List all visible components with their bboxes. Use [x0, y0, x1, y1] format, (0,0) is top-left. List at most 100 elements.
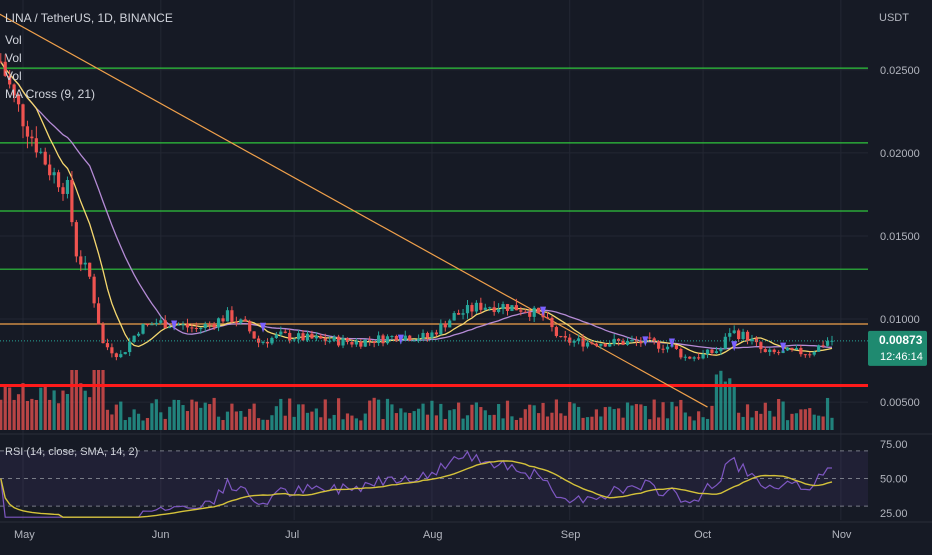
volume-bar: [354, 418, 358, 430]
candle-body: [808, 354, 812, 356]
volume-bar: [737, 412, 741, 430]
indicator-label: Vol: [5, 69, 22, 83]
candle-body: [403, 335, 407, 341]
volume-bar: [372, 397, 376, 430]
volume-bar: [488, 415, 492, 430]
volume-bar: [559, 413, 563, 430]
candle-body: [208, 323, 212, 325]
volume-bar: [12, 399, 16, 430]
volume-bar: [234, 411, 238, 430]
candle-body: [194, 328, 198, 330]
candle-body: [817, 345, 821, 352]
candle-body: [408, 335, 412, 341]
volume-bar: [110, 414, 114, 430]
volume-bar: [817, 415, 821, 430]
candle-body: [657, 341, 661, 349]
price-axis-tick: 0.01000: [880, 314, 920, 326]
volume-bar: [265, 419, 270, 430]
last-price-value: 0.00873: [879, 333, 923, 347]
volume-bar: [545, 416, 550, 430]
volume-bar: [657, 417, 661, 430]
candle-body: [30, 136, 34, 139]
ma-cross-marker: [668, 338, 675, 349]
volume-bar: [239, 410, 243, 430]
candle-body: [790, 347, 794, 350]
candle-body: [65, 179, 70, 194]
volume-bar: [74, 370, 78, 430]
volume-bar: [688, 416, 692, 430]
candle-body: [759, 342, 763, 350]
candle-body: [639, 341, 643, 344]
volume-bar: [150, 403, 154, 430]
candle-body: [674, 345, 679, 349]
time-axis-tick: Sep: [561, 529, 581, 541]
volume-bar: [270, 415, 274, 430]
candle-body: [474, 302, 478, 312]
volume-bar: [70, 370, 74, 430]
trendline: [0, 13, 708, 408]
volume-bar: [310, 411, 314, 430]
volume-bar: [336, 398, 341, 430]
candle-body: [92, 276, 96, 304]
volume-bar: [279, 398, 283, 430]
volume-bar: [479, 407, 483, 430]
volume-bar: [194, 401, 198, 430]
volume-bar: [181, 405, 185, 430]
candle-body: [216, 318, 221, 328]
volume-bar: [56, 403, 61, 430]
candle-body: [141, 324, 145, 334]
volume-bar: [617, 408, 621, 430]
candle-body: [763, 349, 767, 353]
volume-bar: [710, 405, 714, 430]
candle-body: [43, 151, 47, 165]
volume-bar: [141, 420, 145, 430]
candle-body: [305, 333, 310, 341]
candle-body: [377, 335, 381, 344]
volume-bar: [434, 415, 438, 430]
volume-bar: [168, 406, 172, 430]
volume-bar: [759, 413, 763, 430]
candle-body: [221, 318, 225, 322]
candle-body: [52, 172, 56, 176]
candle-body: [768, 349, 772, 353]
candle-body: [821, 345, 825, 347]
ma-fast-line: [0, 61, 833, 356]
volume-bar: [590, 416, 594, 430]
volume-bar: [176, 400, 181, 430]
candle-body: [128, 341, 132, 353]
candle-body: [270, 337, 274, 344]
volume-bar: [701, 417, 705, 430]
volume-bar: [341, 419, 345, 430]
volume-bar: [425, 414, 430, 430]
candle-body: [523, 311, 527, 313]
volume-bar: [492, 414, 496, 430]
candle-body: [661, 348, 665, 350]
volume-bar: [572, 403, 576, 430]
candle-body: [25, 126, 30, 137]
candle-body: [701, 354, 705, 359]
volume-bar: [825, 397, 830, 430]
candle-body: [225, 310, 230, 322]
volume-bar: [225, 411, 230, 430]
volume-bar: [670, 401, 674, 430]
volume-bar: [283, 415, 287, 430]
candle-body: [261, 341, 265, 343]
indicator-label: Vol: [5, 33, 22, 47]
volume-bar: [252, 403, 256, 430]
volume-bar: [497, 404, 501, 430]
candle-body: [510, 305, 514, 311]
candle-body: [363, 339, 367, 347]
volume-bar: [697, 411, 701, 430]
volume-bar: [319, 417, 323, 430]
volume-bar: [728, 378, 732, 430]
volume-bar: [443, 418, 447, 430]
volume-bar: [732, 383, 736, 430]
time-axis-tick: Jun: [152, 529, 170, 541]
volume-bar: [203, 402, 207, 430]
candle-body: [590, 342, 594, 344]
volume-bar: [537, 413, 541, 430]
candle-body: [199, 327, 203, 329]
candle-body: [212, 323, 216, 328]
volume-bar: [381, 419, 385, 430]
